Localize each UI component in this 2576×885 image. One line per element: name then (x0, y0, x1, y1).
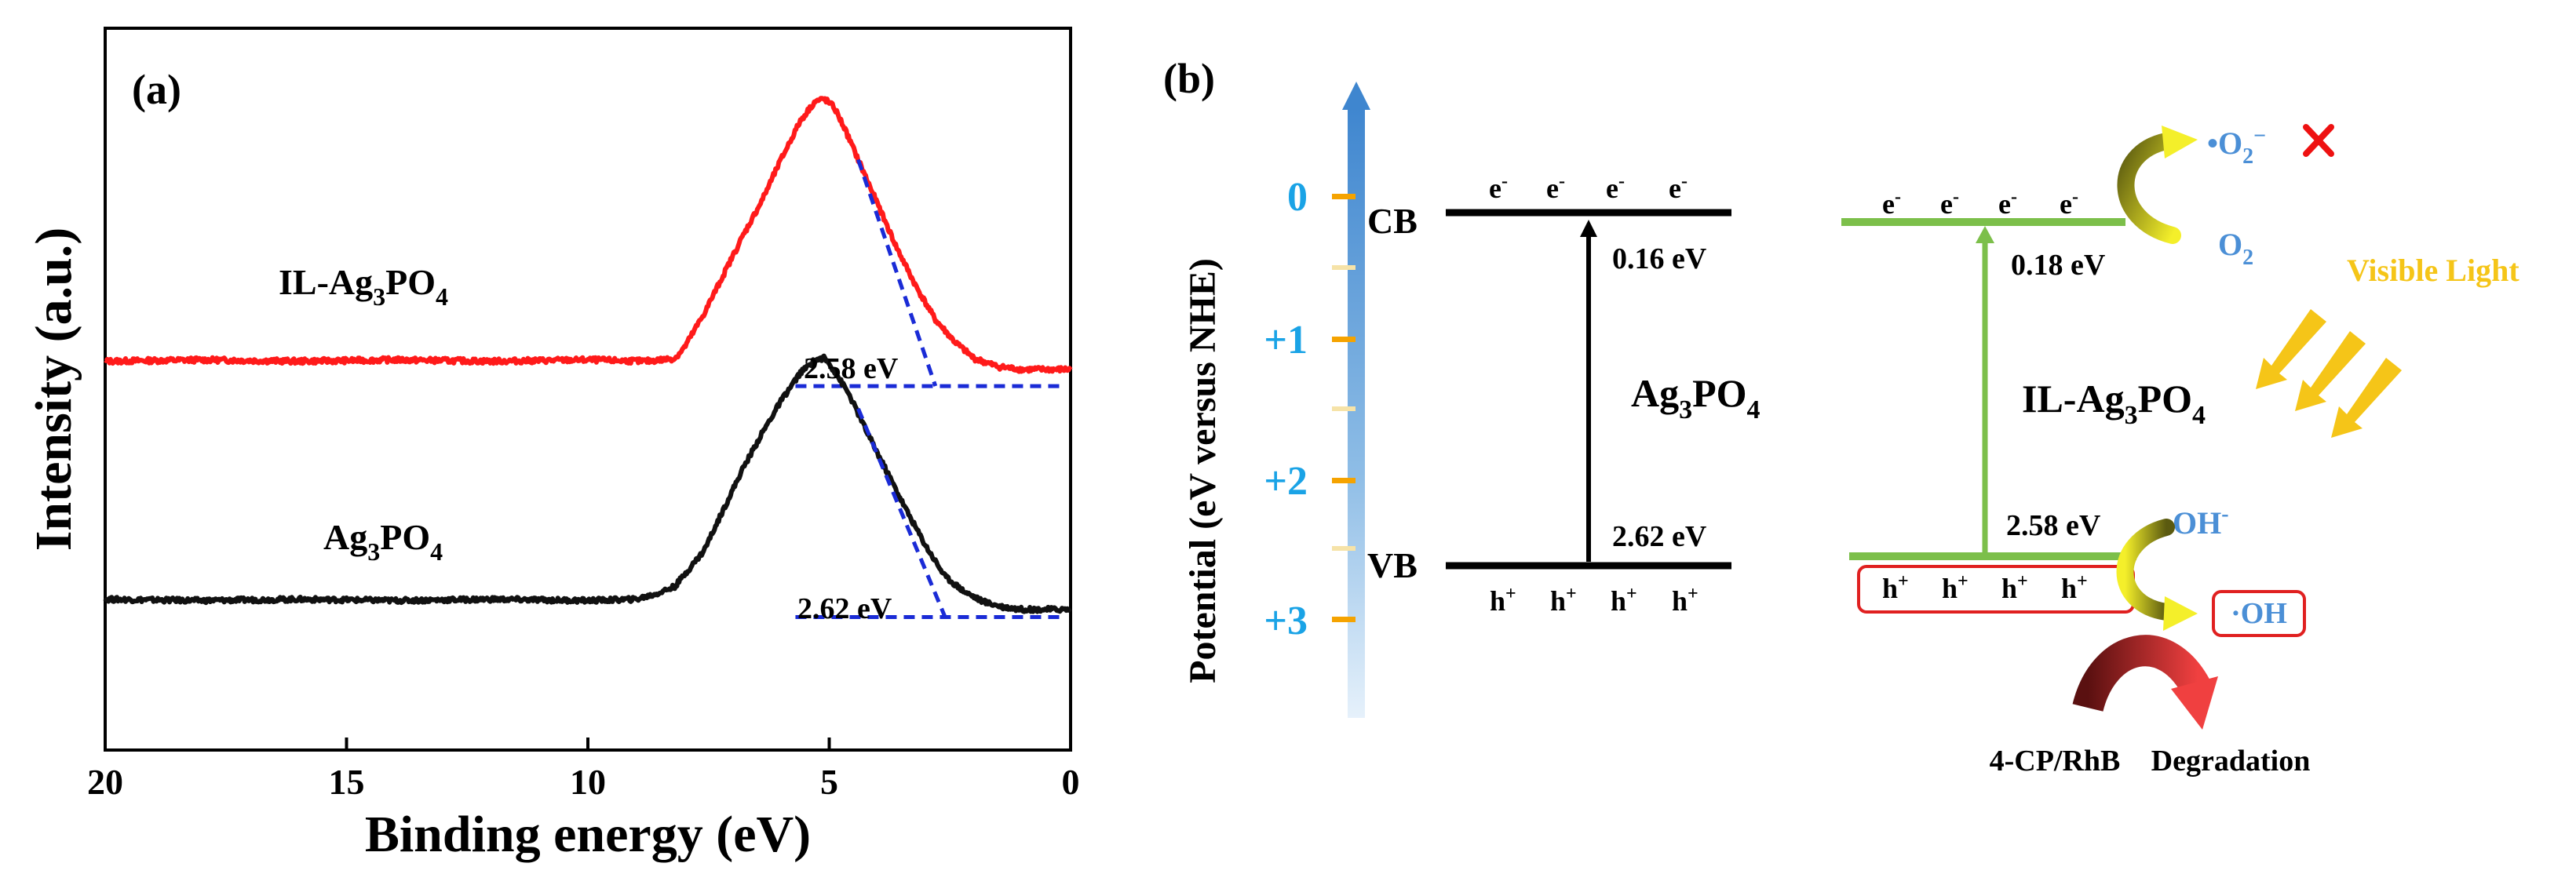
light-ray (2256, 309, 2326, 389)
vb-offset-value: 2.62 eV (1612, 520, 1707, 553)
band-edge-fit-line (856, 407, 947, 618)
trace-label-ag3po4: Ag3PO4 (323, 517, 443, 566)
spectrum-line-il-ag3po4 (104, 96, 1073, 374)
blocked-cross-icon (2303, 124, 2334, 157)
bandgap-annotation-il: 2.58 eV (804, 352, 899, 385)
o2-reduction-arrow (2117, 133, 2181, 244)
hole: h+ (1490, 584, 1516, 617)
trace-label-il-ag3po4: IL-Ag3PO4 (279, 262, 448, 311)
o2-reduction-arrow-head (2162, 126, 2198, 158)
oxygen-label: O2 (2218, 227, 2253, 270)
minor-tick (1332, 546, 1356, 551)
panel-b: (b) Potential (eV versus NHE) 0 +1 +2 +3… (1163, 55, 2519, 778)
series-layer (103, 96, 1073, 619)
il-cb-offset-value: 0.18 eV (2011, 249, 2106, 282)
hole: h+ (1550, 584, 1577, 617)
x-axis-title: Binding energy (eV) (365, 806, 811, 863)
hole: h+ (1942, 571, 1968, 604)
potential-tick-label: 0 (1287, 175, 1308, 220)
band-edge-fit-line (856, 158, 938, 387)
hydroxyl-radical-box (2212, 590, 2306, 637)
spectrum-line-ag3po4 (103, 353, 1072, 614)
major-tick (1332, 337, 1356, 342)
oh-oxidation-arrow-head (2163, 596, 2198, 631)
major-tick (1332, 194, 1356, 199)
superoxide-label: •O2− (2207, 124, 2266, 169)
hole: h+ (1672, 584, 1698, 617)
il-vb-offset-value: 2.58 eV (2006, 509, 2101, 542)
potential-ticks: 0 +1 +2 +3 (1264, 175, 1356, 643)
material-label-il-ag3po4: IL-Ag3PO4 (2022, 377, 2206, 430)
potential-tick-label: +3 (1264, 599, 1308, 643)
oh-oxidation-arrow (2116, 519, 2175, 621)
vb-label: VB (1367, 545, 1418, 585)
electron: e- (2060, 187, 2078, 220)
potential-tick-label: +1 (1264, 318, 1308, 362)
x-tick-label: 0 (1062, 762, 1080, 802)
il-ag3po4-band-diagram: e- e- e- e- h+ h+ h+ h+ 0.18 eV 2.58 eV … (1841, 124, 2519, 778)
panel-a-plot-frame (104, 27, 1072, 752)
major-tick (1332, 478, 1356, 483)
visible-light-label: Visible Light (2347, 253, 2519, 288)
x-tick-label: 10 (570, 762, 606, 802)
x-tick-label: 15 (329, 762, 365, 802)
electron: e- (1489, 171, 1508, 204)
potential-gradient-arrow-shaft (1348, 106, 1365, 718)
electron: e- (1882, 187, 1901, 220)
potential-tick-label: +2 (1264, 459, 1308, 504)
panel-b-label: (b) (1163, 55, 1215, 102)
potential-arrow-head (1342, 82, 1370, 110)
il-excitation-arrow-head (1976, 226, 1994, 243)
cb-label: CB (1367, 201, 1418, 241)
cb-offset-value: 0.16 eV (1612, 242, 1707, 275)
x-tick-label: 20 (87, 762, 123, 802)
hole: h+ (1611, 584, 1637, 617)
major-tick (1332, 617, 1356, 622)
x-tick-label: 5 (820, 762, 838, 802)
minor-tick (1332, 406, 1356, 411)
ag3po4-band-diagram: CB VB e- e- e- e- h+ h+ h+ h+ 0.16 eV 2.… (1367, 171, 1761, 617)
degradation-arrow (2072, 635, 2212, 712)
degradation-label: Degradation (2151, 745, 2311, 778)
panel-a-label: (a) (132, 66, 181, 113)
bandgap-annotation-ag: 2.62 eV (797, 592, 892, 625)
excitation-arrow-head (1580, 220, 1597, 237)
light-rays-icon (2256, 309, 2402, 438)
panel-a: (a) 20 15 10 5 0 Binding energy (eV) Intensi… (25, 27, 1080, 863)
hydroxide-label: OH- (2173, 502, 2229, 541)
light-ray (2295, 331, 2366, 411)
electron: e- (1998, 187, 2017, 220)
light-ray (2331, 358, 2402, 438)
y-axis-title: Intensity (a.u.) (25, 228, 82, 552)
minor-tick (1332, 265, 1356, 270)
material-label-ag3po4: Ag3PO4 (1631, 371, 1761, 424)
hole: h+ (2001, 571, 2028, 604)
hole: h+ (2061, 571, 2088, 604)
pollutant-label: 4-CP/RhB (1990, 745, 2121, 778)
degradation-arrow-head (2171, 676, 2218, 730)
cross-stroke (2303, 124, 2334, 157)
electron: e- (1546, 171, 1565, 204)
hole: h+ (1882, 571, 1909, 604)
x-axis-ticks: 20 15 10 5 0 (87, 738, 1080, 802)
electron: e- (1606, 171, 1625, 204)
potential-axis-title: Potential (eV versus NHE) (1182, 258, 1224, 683)
hydroxyl-radical-label: ·OH (2231, 597, 2287, 630)
electron: e- (1669, 171, 1688, 204)
electron: e- (1940, 187, 1959, 220)
